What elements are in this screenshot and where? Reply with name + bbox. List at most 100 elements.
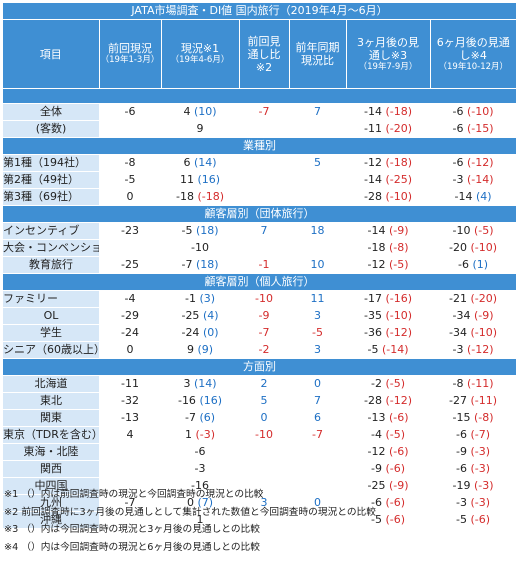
table-row: 第3種（69社） 0 -18 (-18) -28 (-10) -14 (4) — [3, 188, 517, 206]
cell-six-month: -3 (-3) — [430, 494, 517, 512]
six-month-diff: (-3) — [470, 462, 491, 475]
three-month-diff: (-6) — [385, 513, 406, 526]
cur-value: -16 — [177, 394, 196, 407]
three-month-value: -5 — [367, 343, 379, 356]
cell-yoy: -5 — [289, 324, 346, 342]
cur-value: 6 — [183, 156, 191, 169]
cur-value: -16 — [191, 479, 209, 492]
cell-three-month: -25 (-9) — [346, 477, 430, 495]
table-row: シニア（60歳以上） 0 9 (9) -2 3 -5 (-14) -3 (-12) — [3, 341, 517, 359]
header-three-month: 3ヶ月後の見通し※3 （19年7-9月） — [345, 19, 430, 89]
header-prev-forecast: 前回見通し比※2 — [238, 19, 289, 89]
header-six-month: 6ヶ月後の見通し※4 （19年10-12月） — [429, 19, 517, 89]
cell-prev-forecast: 5 — [239, 392, 289, 410]
six-month-diff: (-6) — [470, 513, 491, 526]
cell-three-month: -6 (-6) — [346, 494, 430, 512]
six-month-value: -5 — [456, 513, 467, 526]
six-month-diff: (-9) — [473, 309, 494, 322]
cur-value: 9 — [186, 343, 194, 356]
three-month-value: -14 — [363, 105, 382, 118]
section-row: 顧客層別（団体旅行） — [3, 205, 517, 223]
six-month-diff: (-12) — [466, 343, 494, 356]
cell-six-month: -27 (-11) — [430, 392, 517, 410]
three-month-diff: (-5) — [385, 377, 406, 390]
three-month-value: -13 — [367, 411, 386, 424]
three-month-value: -14 — [363, 173, 382, 186]
six-month-value: -34 — [452, 309, 471, 322]
table-row: 東海・北陸 -6 -12 (-6) -9 (-3) — [3, 443, 517, 461]
six-month-diff: (-3) — [473, 479, 494, 492]
cell-yoy: 10 — [289, 256, 346, 274]
cell-cur: 0 (7) — [161, 494, 239, 512]
cur-value: -6 — [194, 445, 206, 458]
cell-prev-forecast: -1 — [239, 256, 289, 274]
cell-six-month: -6 (-15) — [430, 120, 517, 138]
section-title: 方面別 — [3, 358, 517, 376]
cell-prev-forecast: -10 — [239, 290, 289, 308]
row-label: 関西 — [3, 460, 99, 478]
table-row: (客数) 9 -11 (-20) -6 (-15) — [3, 120, 517, 138]
cell-six-month: -19 (-3) — [430, 477, 517, 495]
cell-cur: 6 (14) — [161, 154, 239, 172]
cell-six-month: -6 (-7) — [430, 426, 517, 444]
section-title: 顧客層別（個人旅行） — [3, 273, 517, 291]
cell-prev: -5 — [99, 171, 161, 189]
cell-prev: -23 — [99, 222, 161, 240]
three-month-value: -36 — [363, 326, 382, 339]
cell-yoy: 5 — [289, 154, 346, 172]
three-month-diff: (-16) — [385, 292, 413, 305]
six-month-diff: (-11) — [466, 377, 494, 390]
three-month-value: -5 — [370, 513, 382, 526]
six-month-diff: (-20) — [470, 292, 498, 305]
cell-three-month: -12 (-18) — [346, 154, 430, 172]
three-month-value: -28 — [363, 394, 382, 407]
six-month-value: -6 — [452, 105, 464, 118]
cell-prev — [99, 239, 161, 257]
cell-prev-forecast — [239, 188, 289, 206]
cell-cur: -7 (18) — [161, 256, 239, 274]
six-month-diff: (-11) — [470, 394, 498, 407]
six-month-diff: (4) — [475, 190, 492, 203]
table-row: 学生 -24 -24 (0) -7 -5 -36 (-12) -34 (-10) — [3, 324, 517, 342]
cell-three-month: -4 (-5) — [346, 426, 430, 444]
six-month-diff: (-15) — [466, 122, 494, 135]
cell-prev-forecast — [239, 120, 289, 138]
cell-six-month: -8 (-11) — [430, 375, 517, 393]
table-row: 北海道 -11 3 (14) 2 0 -2 (-5) -8 (-11) — [3, 375, 517, 393]
cell-cur: -18 (-18) — [161, 188, 239, 206]
three-month-diff: (-10) — [385, 309, 413, 322]
cell-yoy — [289, 511, 346, 529]
table-row: 東北 -32 -16 (16) 5 7 -28 (-12) -27 (-11) — [3, 392, 517, 410]
six-month-diff: (-8) — [473, 411, 494, 424]
note-4: ※4 （）内は今回調査時の現況と6ヶ月後の見通しとの比較 — [4, 541, 260, 553]
cell-cur: 4 (10) — [161, 103, 239, 121]
cell-cur: -1 (3) — [161, 290, 239, 308]
three-month-diff: (-18) — [385, 105, 413, 118]
row-label: 学生 — [3, 324, 99, 342]
section-title: 業種別 — [3, 137, 517, 155]
six-month-value: -20 — [449, 241, 467, 254]
row-label: 関東 — [3, 409, 99, 427]
cell-prev-forecast: -2 — [239, 341, 289, 359]
cell-cur: -16 — [161, 477, 239, 495]
row-label: OL — [3, 307, 99, 325]
cell-prev-forecast — [239, 511, 289, 529]
cell-six-month: -6 (-10) — [430, 103, 517, 121]
cell-cur: 9 — [161, 120, 239, 138]
cell-three-month: -5 (-14) — [346, 341, 430, 359]
three-month-diff: (-12) — [385, 326, 413, 339]
three-month-value: -28 — [363, 190, 382, 203]
cell-cur: -7 (6) — [161, 409, 239, 427]
six-month-value: -15 — [452, 411, 471, 424]
cell-prev: 4 — [99, 426, 161, 444]
table-row: ファミリー -4 -1 (3) -10 11 -17 (-16) -21 (-20) — [3, 290, 517, 308]
six-month-value: -6 — [458, 258, 469, 271]
cell-prev — [99, 443, 161, 461]
row-label: 教育旅行 — [3, 256, 99, 274]
six-month-diff: (-3) — [470, 445, 491, 458]
cur-value: -18 — [175, 190, 194, 203]
table-row: 関西 -3 -9 (-6) -6 (-3) — [3, 460, 517, 478]
cell-six-month: -21 (-20) — [430, 290, 517, 308]
cell-prev — [99, 477, 161, 495]
header-spacer — [3, 88, 517, 104]
